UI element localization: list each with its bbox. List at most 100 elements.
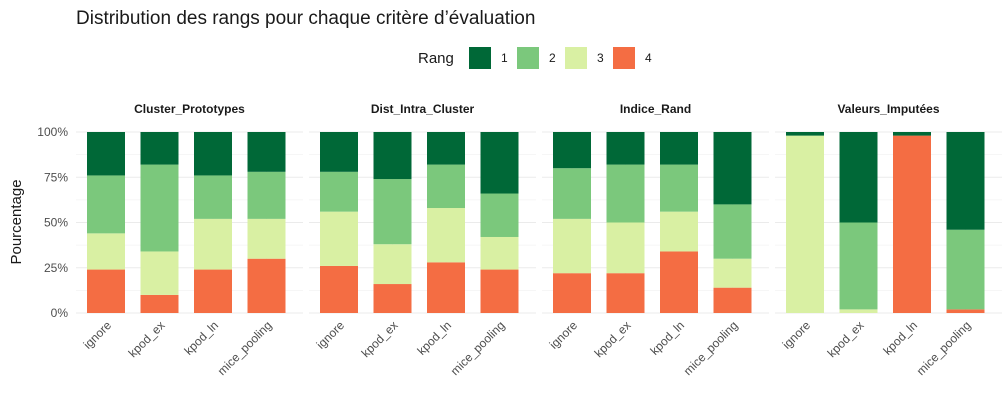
y-tick-label: 100% [37, 125, 68, 139]
bar-segment-rank-4 [247, 258, 286, 313]
bar-segment-rank-2 [606, 164, 645, 223]
legend-label-3: 3 [597, 51, 604, 65]
bar-segment-rank-1 [320, 132, 358, 172]
y-tick-label: 50% [44, 216, 68, 230]
legend-key-4 [613, 47, 635, 69]
legend-key-1 [469, 47, 491, 69]
bar-segment-rank-2 [946, 229, 985, 310]
legend: Rang 1 2 3 4 [418, 47, 652, 69]
x-tick-label: kpod_ln [647, 318, 687, 358]
x-tick-label: kpod_ex [592, 318, 634, 360]
bar-segment-rank-3 [87, 233, 125, 270]
bar-segment-rank-1 [660, 132, 698, 165]
chart-title: Distribution des rangs pour chaque critè… [76, 8, 535, 29]
x-tick-label: kpod_ex [825, 318, 867, 360]
bar-segment-rank-3 [839, 309, 878, 313]
bar-segment-rank-2 [660, 164, 698, 212]
legend-key-2 [517, 47, 539, 69]
x-tick-label: mice_pooling [448, 318, 508, 378]
bar-segment-rank-4 [660, 251, 698, 313]
x-tick-label: kpod_ex [126, 318, 168, 360]
bar-segment-rank-1 [140, 132, 179, 165]
x-tick-label: kpod_ln [414, 318, 454, 358]
legend-label-2: 2 [549, 51, 556, 65]
bar-segment-rank-3 [660, 211, 698, 252]
bar-segment-rank-4 [140, 294, 179, 313]
x-tick-label: ignore [314, 318, 348, 352]
bar-segment-rank-2 [839, 222, 878, 310]
bar-segment-rank-1 [194, 132, 232, 176]
facet-strip-label: Dist_Intra_Cluster [371, 102, 475, 116]
bar-segment-rank-2 [194, 175, 232, 219]
bar-segment-rank-2 [87, 175, 125, 234]
bar-segment-rank-1 [553, 132, 591, 169]
bar-segment-rank-1 [247, 132, 286, 172]
legend-label-4: 4 [645, 51, 652, 65]
facet-strip-label: Cluster_Prototypes [134, 102, 245, 116]
bar-segment-rank-4 [87, 269, 125, 313]
bar-segment-rank-4 [893, 135, 931, 313]
bar-segment-rank-1 [427, 132, 465, 165]
bar-segment-rank-3 [140, 251, 179, 295]
bar-segment-rank-2 [713, 204, 752, 259]
bar-segment-rank-2 [320, 171, 358, 212]
legend-label-1: 1 [501, 51, 508, 65]
bar-segment-rank-3 [320, 211, 358, 266]
bar-segment-rank-1 [786, 132, 824, 136]
facet-strip-label: Indice_Rand [620, 102, 691, 116]
bar-segment-rank-1 [606, 132, 645, 165]
bar-segment-rank-3 [553, 218, 591, 274]
x-tick-label: ignore [547, 318, 581, 352]
bar-segment-rank-4 [480, 269, 519, 313]
bar-segment-rank-1 [480, 132, 519, 194]
x-tick-label: ignore [81, 318, 115, 352]
bar-segment-rank-2 [373, 179, 412, 245]
bar-segment-rank-3 [194, 218, 232, 270]
bar-segment-rank-4 [606, 273, 645, 313]
bar-segment-rank-1 [946, 132, 985, 230]
bar-segment-rank-3 [247, 218, 286, 259]
bar-segment-rank-3 [427, 208, 465, 263]
bar-segment-rank-3 [713, 258, 752, 288]
legend-key-3 [565, 47, 587, 69]
bar-segment-rank-3 [606, 222, 645, 274]
x-tick-label: kpod_ex [359, 318, 401, 360]
bar-segment-rank-2 [140, 164, 179, 252]
bar-segment-rank-1 [839, 132, 878, 223]
bar-segment-rank-4 [194, 269, 232, 313]
bar-segment-rank-3 [373, 244, 412, 285]
bar-segment-rank-4 [713, 287, 752, 313]
bar-segment-rank-1 [87, 132, 125, 176]
y-tick-label: 0% [51, 306, 69, 320]
bar-segment-rank-4 [320, 265, 358, 313]
y-axis-label: Pourcentage [8, 179, 25, 264]
x-tick-label: mice_pooling [215, 318, 275, 378]
bar-segment-rank-2 [247, 171, 286, 219]
bar-segment-rank-4 [373, 284, 412, 313]
bar-segment-rank-4 [553, 273, 591, 313]
bar-segment-rank-1 [713, 132, 752, 205]
bar-segment-rank-2 [427, 164, 465, 209]
bar-segment-rank-4 [946, 309, 985, 313]
x-tick-label: mice_pooling [914, 318, 974, 378]
x-tick-label: kpod_ln [880, 318, 920, 358]
bar-segment-rank-2 [553, 168, 591, 219]
x-tick-label: ignore [780, 318, 814, 352]
bar-segment-rank-4 [427, 262, 465, 313]
facet-strip-label: Valeurs_Imputées [837, 102, 939, 116]
bar-segment-rank-1 [373, 132, 412, 180]
x-tick-label: mice_pooling [681, 318, 741, 378]
x-tick-label: kpod_ln [181, 318, 221, 358]
bar-segment-rank-3 [786, 135, 824, 313]
bar-segment-rank-2 [480, 193, 519, 237]
y-tick-label: 25% [44, 261, 68, 275]
bar-segment-rank-3 [480, 236, 519, 270]
y-tick-label: 75% [44, 170, 68, 184]
legend-title: Rang [418, 50, 454, 67]
